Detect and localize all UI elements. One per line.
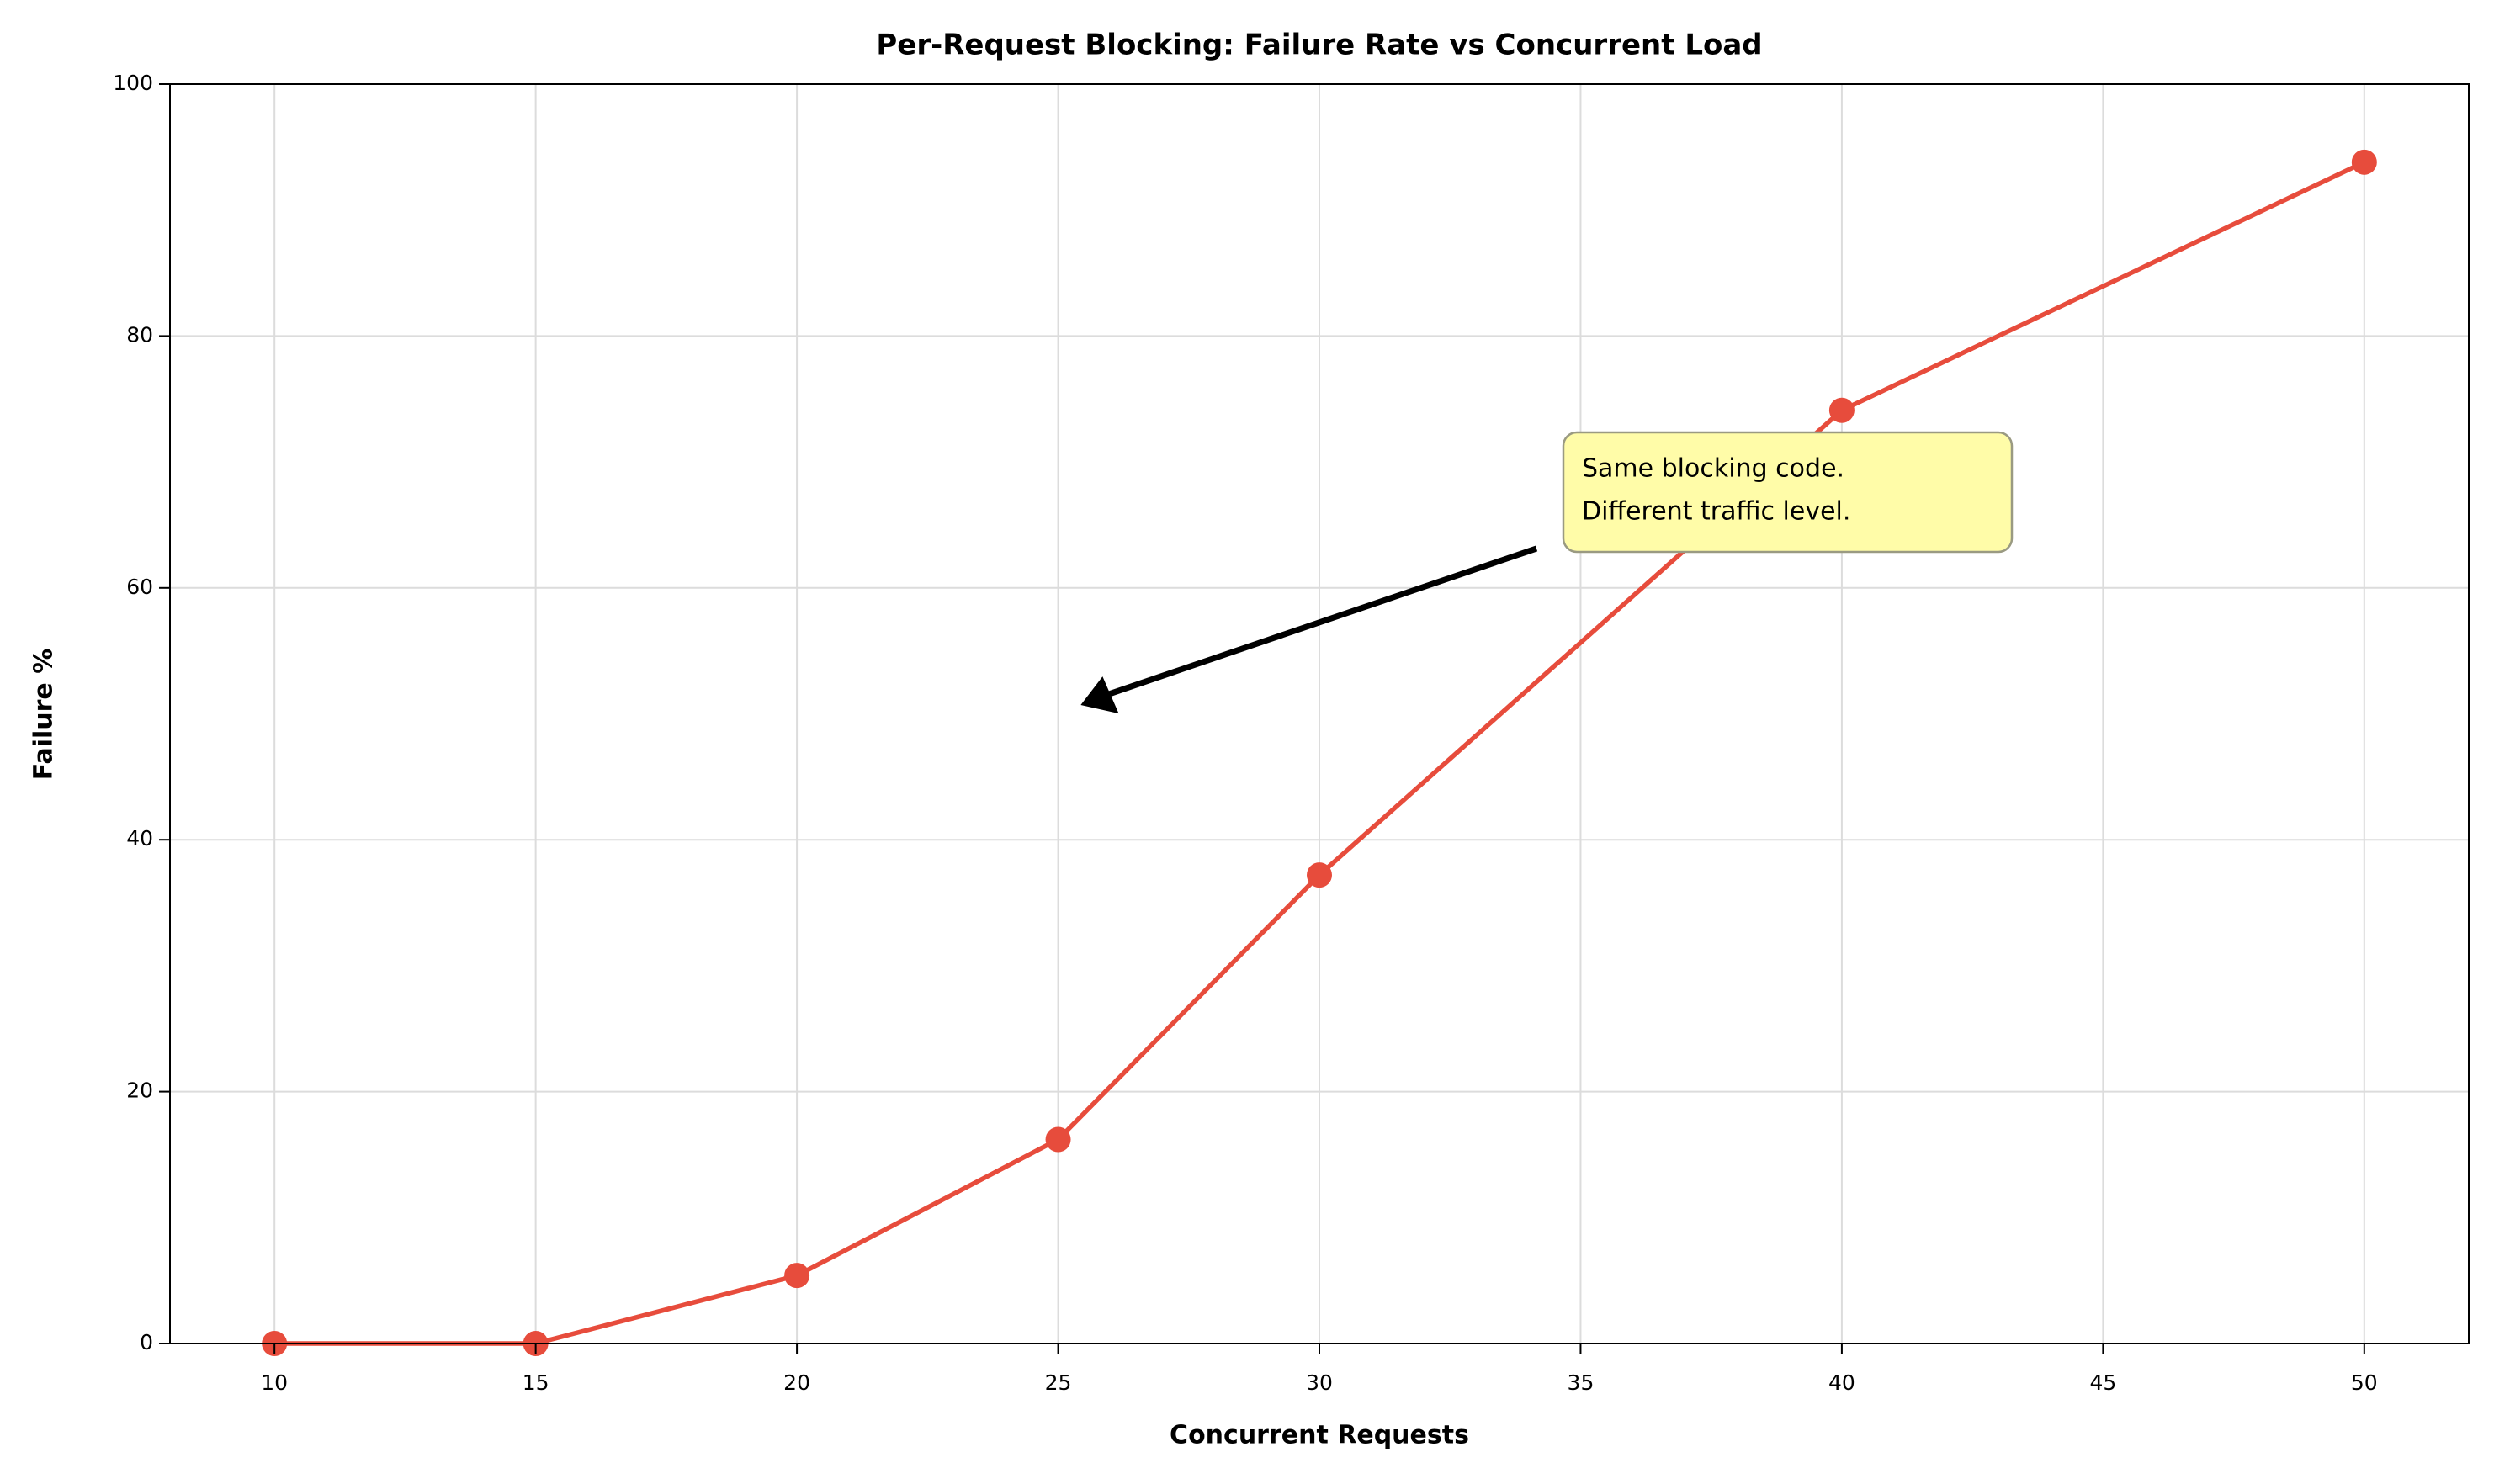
x-tick-label: 15	[523, 1370, 549, 1395]
data-point	[2351, 149, 2377, 175]
data-point	[1307, 862, 1332, 888]
grid	[170, 83, 2469, 1344]
x-axis-label: Concurrent Requests	[1170, 1421, 1469, 1450]
annotation-text: Different traffic level.	[1582, 497, 1850, 527]
chart-title: Per-Request Blocking: Failure Rate vs Co…	[876, 29, 1762, 62]
y-tick-label: 20	[126, 1079, 153, 1103]
y-axis-label: Failure %	[29, 649, 59, 781]
x-tick-label: 20	[783, 1370, 810, 1395]
annotation-arrowhead	[1080, 676, 1119, 714]
data-point	[1828, 397, 1855, 423]
annotation: Same blocking code. Different traffic le…	[1080, 431, 2014, 714]
y-tick-label: 80	[126, 322, 153, 347]
x-tick-label: 35	[1568, 1370, 1595, 1395]
annotation-box	[1562, 431, 2014, 554]
data-point	[784, 1263, 810, 1289]
annotation-arrow	[1107, 545, 1538, 697]
y-tick-label: 0	[140, 1330, 153, 1354]
x-tick-label: 40	[1828, 1370, 1855, 1395]
data-point	[1045, 1126, 1071, 1153]
x-tick-label: 10	[261, 1370, 288, 1395]
y-tick-label: 60	[126, 575, 153, 599]
x-tick-label: 50	[2351, 1370, 2378, 1395]
y-tick-label: 40	[126, 826, 153, 851]
x-tick-label: 25	[1045, 1370, 1072, 1395]
x-tick-label: 30	[1306, 1370, 1333, 1395]
y-tick-label: 100	[113, 71, 153, 95]
annotation-text: Same blocking code.	[1582, 454, 1844, 484]
x-tick-label: 45	[2089, 1370, 2116, 1395]
